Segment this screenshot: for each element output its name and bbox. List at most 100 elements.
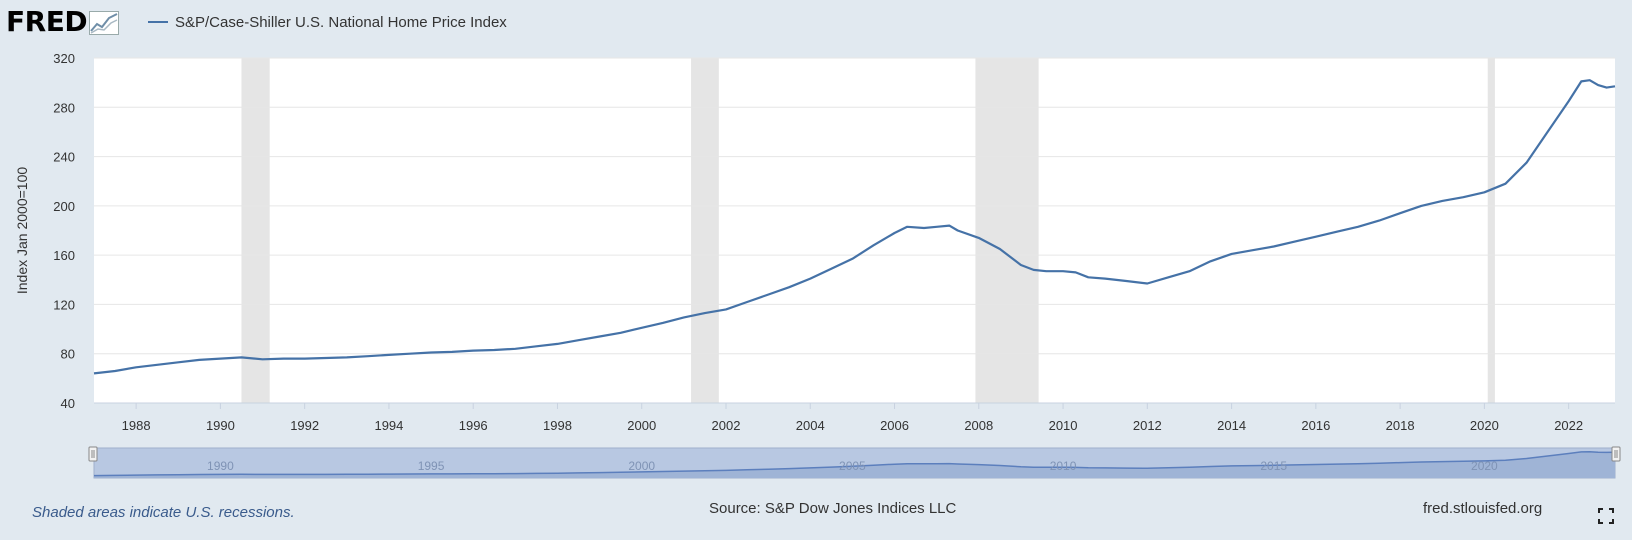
data-point bbox=[1315, 236, 1317, 238]
fullscreen-icon[interactable] bbox=[1598, 508, 1614, 524]
data-point bbox=[1033, 269, 1035, 271]
x-tick-label: 2004 bbox=[796, 418, 825, 433]
data-point bbox=[156, 364, 158, 366]
data-point bbox=[93, 372, 95, 374]
data-point bbox=[872, 244, 874, 246]
data-point bbox=[325, 357, 327, 359]
data-point bbox=[725, 308, 727, 310]
recession-band bbox=[1487, 58, 1495, 403]
data-point bbox=[923, 227, 925, 229]
data-point bbox=[219, 358, 221, 360]
data-point bbox=[367, 355, 369, 357]
fred-logo-text: FRED bbox=[6, 5, 88, 38]
source-label: Source: S&P Dow Jones Indices LLC bbox=[709, 500, 957, 517]
data-point bbox=[1087, 276, 1089, 278]
x-tick-label: 1992 bbox=[290, 418, 319, 433]
data-point bbox=[641, 327, 643, 329]
y-tick-label: 120 bbox=[53, 297, 75, 312]
navigator-tick-label: 1990 bbox=[207, 459, 234, 473]
data-point bbox=[1252, 249, 1254, 251]
data-point bbox=[1606, 87, 1608, 89]
chart: 40 80 120 160 200 240 280 320 1988 1990 1992 1994 19… bbox=[14, 51, 1621, 479]
plot-area bbox=[94, 58, 1615, 403]
x-tick-label: 2020 bbox=[1470, 418, 1499, 433]
y-tick-label: 320 bbox=[53, 51, 75, 66]
x-tick-label: 1994 bbox=[374, 418, 403, 433]
data-point bbox=[1399, 212, 1401, 214]
data-point bbox=[1075, 271, 1077, 273]
navigator-tick-label: 2010 bbox=[1050, 459, 1077, 473]
data-point bbox=[704, 312, 706, 314]
data-point bbox=[1273, 246, 1275, 248]
data-point bbox=[906, 226, 908, 228]
data-point bbox=[135, 366, 137, 368]
data-point bbox=[1357, 226, 1359, 228]
x-tick-label: 1998 bbox=[543, 418, 572, 433]
x-tick-label: 2006 bbox=[880, 418, 909, 433]
recession-band bbox=[691, 58, 719, 403]
x-tick-label: 2022 bbox=[1554, 418, 1583, 433]
data-point bbox=[388, 354, 390, 356]
data-point bbox=[198, 359, 200, 361]
data-point bbox=[936, 226, 938, 228]
data-point bbox=[1231, 253, 1233, 255]
y-tick-label: 80 bbox=[61, 347, 75, 362]
data-point bbox=[283, 358, 285, 360]
recession-band bbox=[975, 58, 1039, 403]
data-point bbox=[957, 230, 959, 232]
x-tick-label: 2018 bbox=[1386, 418, 1415, 433]
data-point bbox=[948, 225, 950, 227]
y-tick-label: 200 bbox=[53, 199, 75, 214]
data-point bbox=[535, 345, 537, 347]
navigator-line bbox=[93, 451, 1616, 477]
data-point bbox=[1589, 79, 1591, 81]
x-tick-label: 1996 bbox=[459, 418, 488, 433]
data-point bbox=[662, 322, 664, 324]
y-tick-label: 40 bbox=[61, 396, 75, 411]
fred-url-link[interactable]: fred.stlouisfed.org bbox=[1423, 500, 1543, 517]
data-point bbox=[599, 335, 601, 337]
data-point bbox=[1378, 220, 1380, 222]
data-point bbox=[683, 316, 685, 318]
data-point bbox=[851, 258, 853, 260]
data-point bbox=[262, 358, 264, 360]
navigator-handle-left[interactable] bbox=[88, 446, 98, 462]
data-point bbox=[746, 301, 748, 303]
data-point bbox=[1568, 100, 1570, 102]
x-tick-label: 2002 bbox=[712, 418, 741, 433]
data-point bbox=[578, 339, 580, 341]
data-point bbox=[1547, 131, 1549, 133]
y-axis-title: Index Jan 2000=100 bbox=[14, 167, 30, 294]
data-point bbox=[114, 370, 116, 372]
data-point bbox=[1336, 231, 1338, 233]
data-point bbox=[177, 361, 179, 363]
navigator-area bbox=[94, 451, 1615, 478]
navigator-handle-right[interactable] bbox=[1611, 446, 1621, 462]
data-point bbox=[1597, 84, 1599, 86]
series-line bbox=[93, 79, 1616, 375]
data-point bbox=[620, 332, 622, 334]
navigator-tick-label: 1995 bbox=[418, 459, 445, 473]
data-point bbox=[514, 348, 516, 350]
data-point bbox=[1504, 183, 1506, 185]
data-point bbox=[240, 356, 242, 358]
data-point bbox=[1167, 276, 1169, 278]
data-point bbox=[409, 353, 411, 355]
x-tick-label: 2016 bbox=[1301, 418, 1330, 433]
data-point bbox=[1062, 270, 1064, 272]
data-point bbox=[1146, 282, 1148, 284]
data-point bbox=[999, 248, 1001, 250]
data-point bbox=[1210, 260, 1212, 262]
data-point bbox=[1294, 241, 1296, 243]
data-point bbox=[1462, 196, 1464, 198]
data-point bbox=[1045, 270, 1047, 272]
data-point bbox=[978, 237, 980, 239]
data-point bbox=[1580, 80, 1582, 82]
data-point bbox=[472, 350, 474, 352]
data-point bbox=[1441, 200, 1443, 202]
fred-logo[interactable]: FRED bbox=[6, 5, 120, 38]
chart-legend[interactable]: S&P/Case-Shiller U.S. National Home Pric… bbox=[148, 10, 507, 34]
data-point bbox=[451, 351, 453, 353]
data-point bbox=[1526, 162, 1528, 164]
navigator-tick-label: 2005 bbox=[839, 459, 866, 473]
